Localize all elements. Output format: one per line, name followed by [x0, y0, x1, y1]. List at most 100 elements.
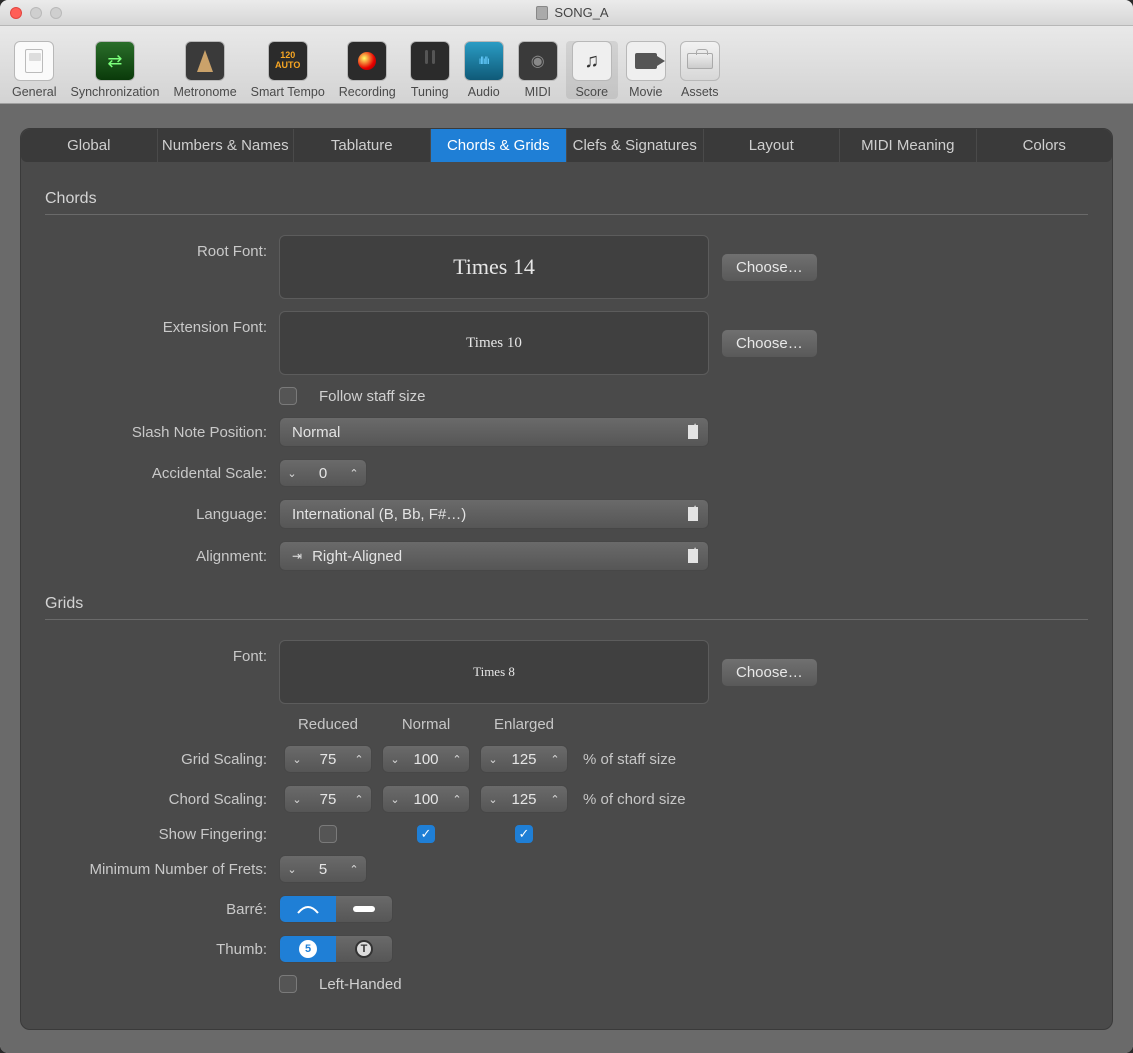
alignment-select[interactable]: ⇥ Right-Aligned ▲▼ [279, 541, 709, 571]
content-area: Global Numbers & Names Tablature Chords … [0, 104, 1133, 1053]
show-fingering-reduced-checkbox[interactable] [319, 825, 337, 843]
document-icon [536, 6, 548, 20]
show-fingering-normal-checkbox[interactable]: ✓ [417, 825, 435, 843]
label-accidental-scale: Accidental Scale: [45, 465, 279, 482]
label-min-frets: Minimum Number of Frets: [45, 861, 279, 878]
barre-arc-option[interactable] [280, 896, 336, 922]
min-frets-value: 5 [304, 861, 342, 878]
toolbar-label: MIDI [525, 85, 551, 99]
choose-grid-font-button[interactable]: Choose… [721, 658, 818, 687]
stepper-up-icon[interactable]: ⌃ [445, 793, 469, 806]
choose-extension-font-button[interactable]: Choose… [721, 329, 818, 358]
col-header-reduced: Reduced [279, 716, 377, 733]
midi-icon: ◉ [518, 41, 558, 81]
stepper-value: 100 [407, 791, 445, 808]
chord-scaling-normal-stepper[interactable]: ⌄100⌃ [382, 785, 470, 813]
min-frets-stepper[interactable]: ⌄ 5 ⌃ [279, 855, 367, 883]
chord-scaling-reduced-stepper[interactable]: ⌄75⌃ [284, 785, 372, 813]
show-fingering-enlarged-checkbox[interactable]: ✓ [515, 825, 533, 843]
tab-clefs-signatures[interactable]: Clefs & Signatures [567, 129, 703, 162]
stepper-up-icon[interactable]: ⌃ [347, 793, 371, 806]
toolbar-item-general[interactable]: General [6, 41, 62, 99]
toolbar-item-audio[interactable]: ıllıllı Audio [458, 41, 510, 99]
stepper-value: 100 [407, 751, 445, 768]
tab-global[interactable]: Global [21, 129, 157, 162]
label-barre: Barré: [45, 901, 279, 918]
tab-colors[interactable]: Colors [977, 129, 1113, 162]
minimize-icon[interactable] [30, 7, 42, 19]
chord-scaling-enlarged-stepper[interactable]: ⌄125⌃ [480, 785, 568, 813]
toolbar-item-midi[interactable]: ◉ MIDI [512, 41, 564, 99]
stepper-down-icon[interactable]: ⌄ [285, 753, 309, 766]
stepper-up-icon[interactable]: ⌃ [543, 753, 567, 766]
audio-icon: ıllıllı [464, 41, 504, 81]
section-title-chords: Chords [45, 190, 1088, 208]
choose-root-font-button[interactable]: Choose… [721, 253, 818, 282]
stepper-down-icon[interactable]: ⌄ [280, 863, 304, 876]
zoom-icon[interactable] [50, 7, 62, 19]
language-value: International (B, Bb, F#…) [292, 506, 466, 523]
slash-position-select[interactable]: Normal ▲▼ [279, 417, 709, 447]
label-slash-position: Slash Note Position: [45, 424, 279, 441]
barre-bar-option[interactable] [336, 896, 392, 922]
stepper-up-icon[interactable]: ⌃ [347, 753, 371, 766]
col-header-normal: Normal [377, 716, 475, 733]
toolbar-item-synchronization[interactable]: ⇄ Synchronization [64, 41, 165, 99]
toolbar-item-score[interactable]: ♫ Score [566, 41, 618, 99]
updown-icon: ▲▼ [690, 422, 700, 440]
tuning-icon [410, 41, 450, 81]
toolbar-label: Score [575, 85, 608, 99]
stepper-down-icon[interactable]: ⌄ [383, 753, 407, 766]
stepper-down-icon[interactable]: ⌄ [383, 793, 407, 806]
accidental-scale-stepper[interactable]: ⌄ 0 ⌃ [279, 459, 367, 487]
record-icon [347, 41, 387, 81]
stepper-down-icon[interactable]: ⌄ [481, 793, 505, 806]
tempo-auto: AUTO [275, 60, 300, 70]
barre-segmented [279, 895, 393, 923]
tab-layout[interactable]: Layout [704, 129, 840, 162]
grid-scaling-suffix: % of staff size [583, 751, 676, 768]
toolbar-label: Smart Tempo [251, 85, 325, 99]
alignment-value: Right-Aligned [312, 548, 402, 565]
stepper-value: 125 [505, 791, 543, 808]
label-extension-font: Extension Font: [45, 311, 279, 336]
thumb-letter-icon: T [355, 940, 373, 958]
close-icon[interactable] [10, 7, 22, 19]
follow-staff-size-checkbox[interactable] [279, 387, 297, 405]
tab-midi-meaning[interactable]: MIDI Meaning [840, 129, 976, 162]
tab-chords-grids[interactable]: Chords & Grids [431, 129, 567, 162]
stepper-up-icon[interactable]: ⌃ [445, 753, 469, 766]
stepper-up-icon[interactable]: ⌃ [342, 863, 366, 876]
stepper-down-icon[interactable]: ⌄ [481, 753, 505, 766]
toolbar-item-assets[interactable]: Assets [674, 41, 726, 99]
grid-scaling-normal-stepper[interactable]: ⌄100⌃ [382, 745, 470, 773]
thumb-letter-option[interactable]: T [336, 936, 392, 962]
follow-staff-size-label: Follow staff size [319, 388, 425, 405]
stepper-down-icon[interactable]: ⌄ [280, 467, 304, 480]
toolbar-label: Movie [629, 85, 662, 99]
metronome-icon [185, 41, 225, 81]
stepper-up-icon[interactable]: ⌃ [342, 467, 366, 480]
left-handed-checkbox[interactable] [279, 975, 297, 993]
window-title-text: SONG_A [554, 5, 608, 20]
toolbar-item-tuning[interactable]: Tuning [404, 41, 456, 99]
label-thumb: Thumb: [45, 941, 279, 958]
toolbar-item-movie[interactable]: Movie [620, 41, 672, 99]
grid-scaling-enlarged-stepper[interactable]: ⌄125⌃ [480, 745, 568, 773]
stepper-up-icon[interactable]: ⌃ [543, 793, 567, 806]
grid-scaling-reduced-stepper[interactable]: ⌄75⌃ [284, 745, 372, 773]
thumb-number-option[interactable]: 5 [280, 936, 336, 962]
label-alignment: Alignment: [45, 548, 279, 565]
tab-numbers-names[interactable]: Numbers & Names [158, 129, 294, 162]
language-select[interactable]: International (B, Bb, F#…) ▲▼ [279, 499, 709, 529]
movie-icon [626, 41, 666, 81]
toolbar-item-smart-tempo[interactable]: 120AUTO Smart Tempo [245, 41, 331, 99]
toolbar-item-metronome[interactable]: Metronome [167, 41, 242, 99]
label-language: Language: [45, 506, 279, 523]
stepper-down-icon[interactable]: ⌄ [285, 793, 309, 806]
toolbar-item-recording[interactable]: Recording [333, 41, 402, 99]
panel: Global Numbers & Names Tablature Chords … [20, 128, 1113, 1030]
toolbar-label: Assets [681, 85, 719, 99]
tab-tablature[interactable]: Tablature [294, 129, 430, 162]
label-chord-scaling: Chord Scaling: [45, 791, 279, 808]
